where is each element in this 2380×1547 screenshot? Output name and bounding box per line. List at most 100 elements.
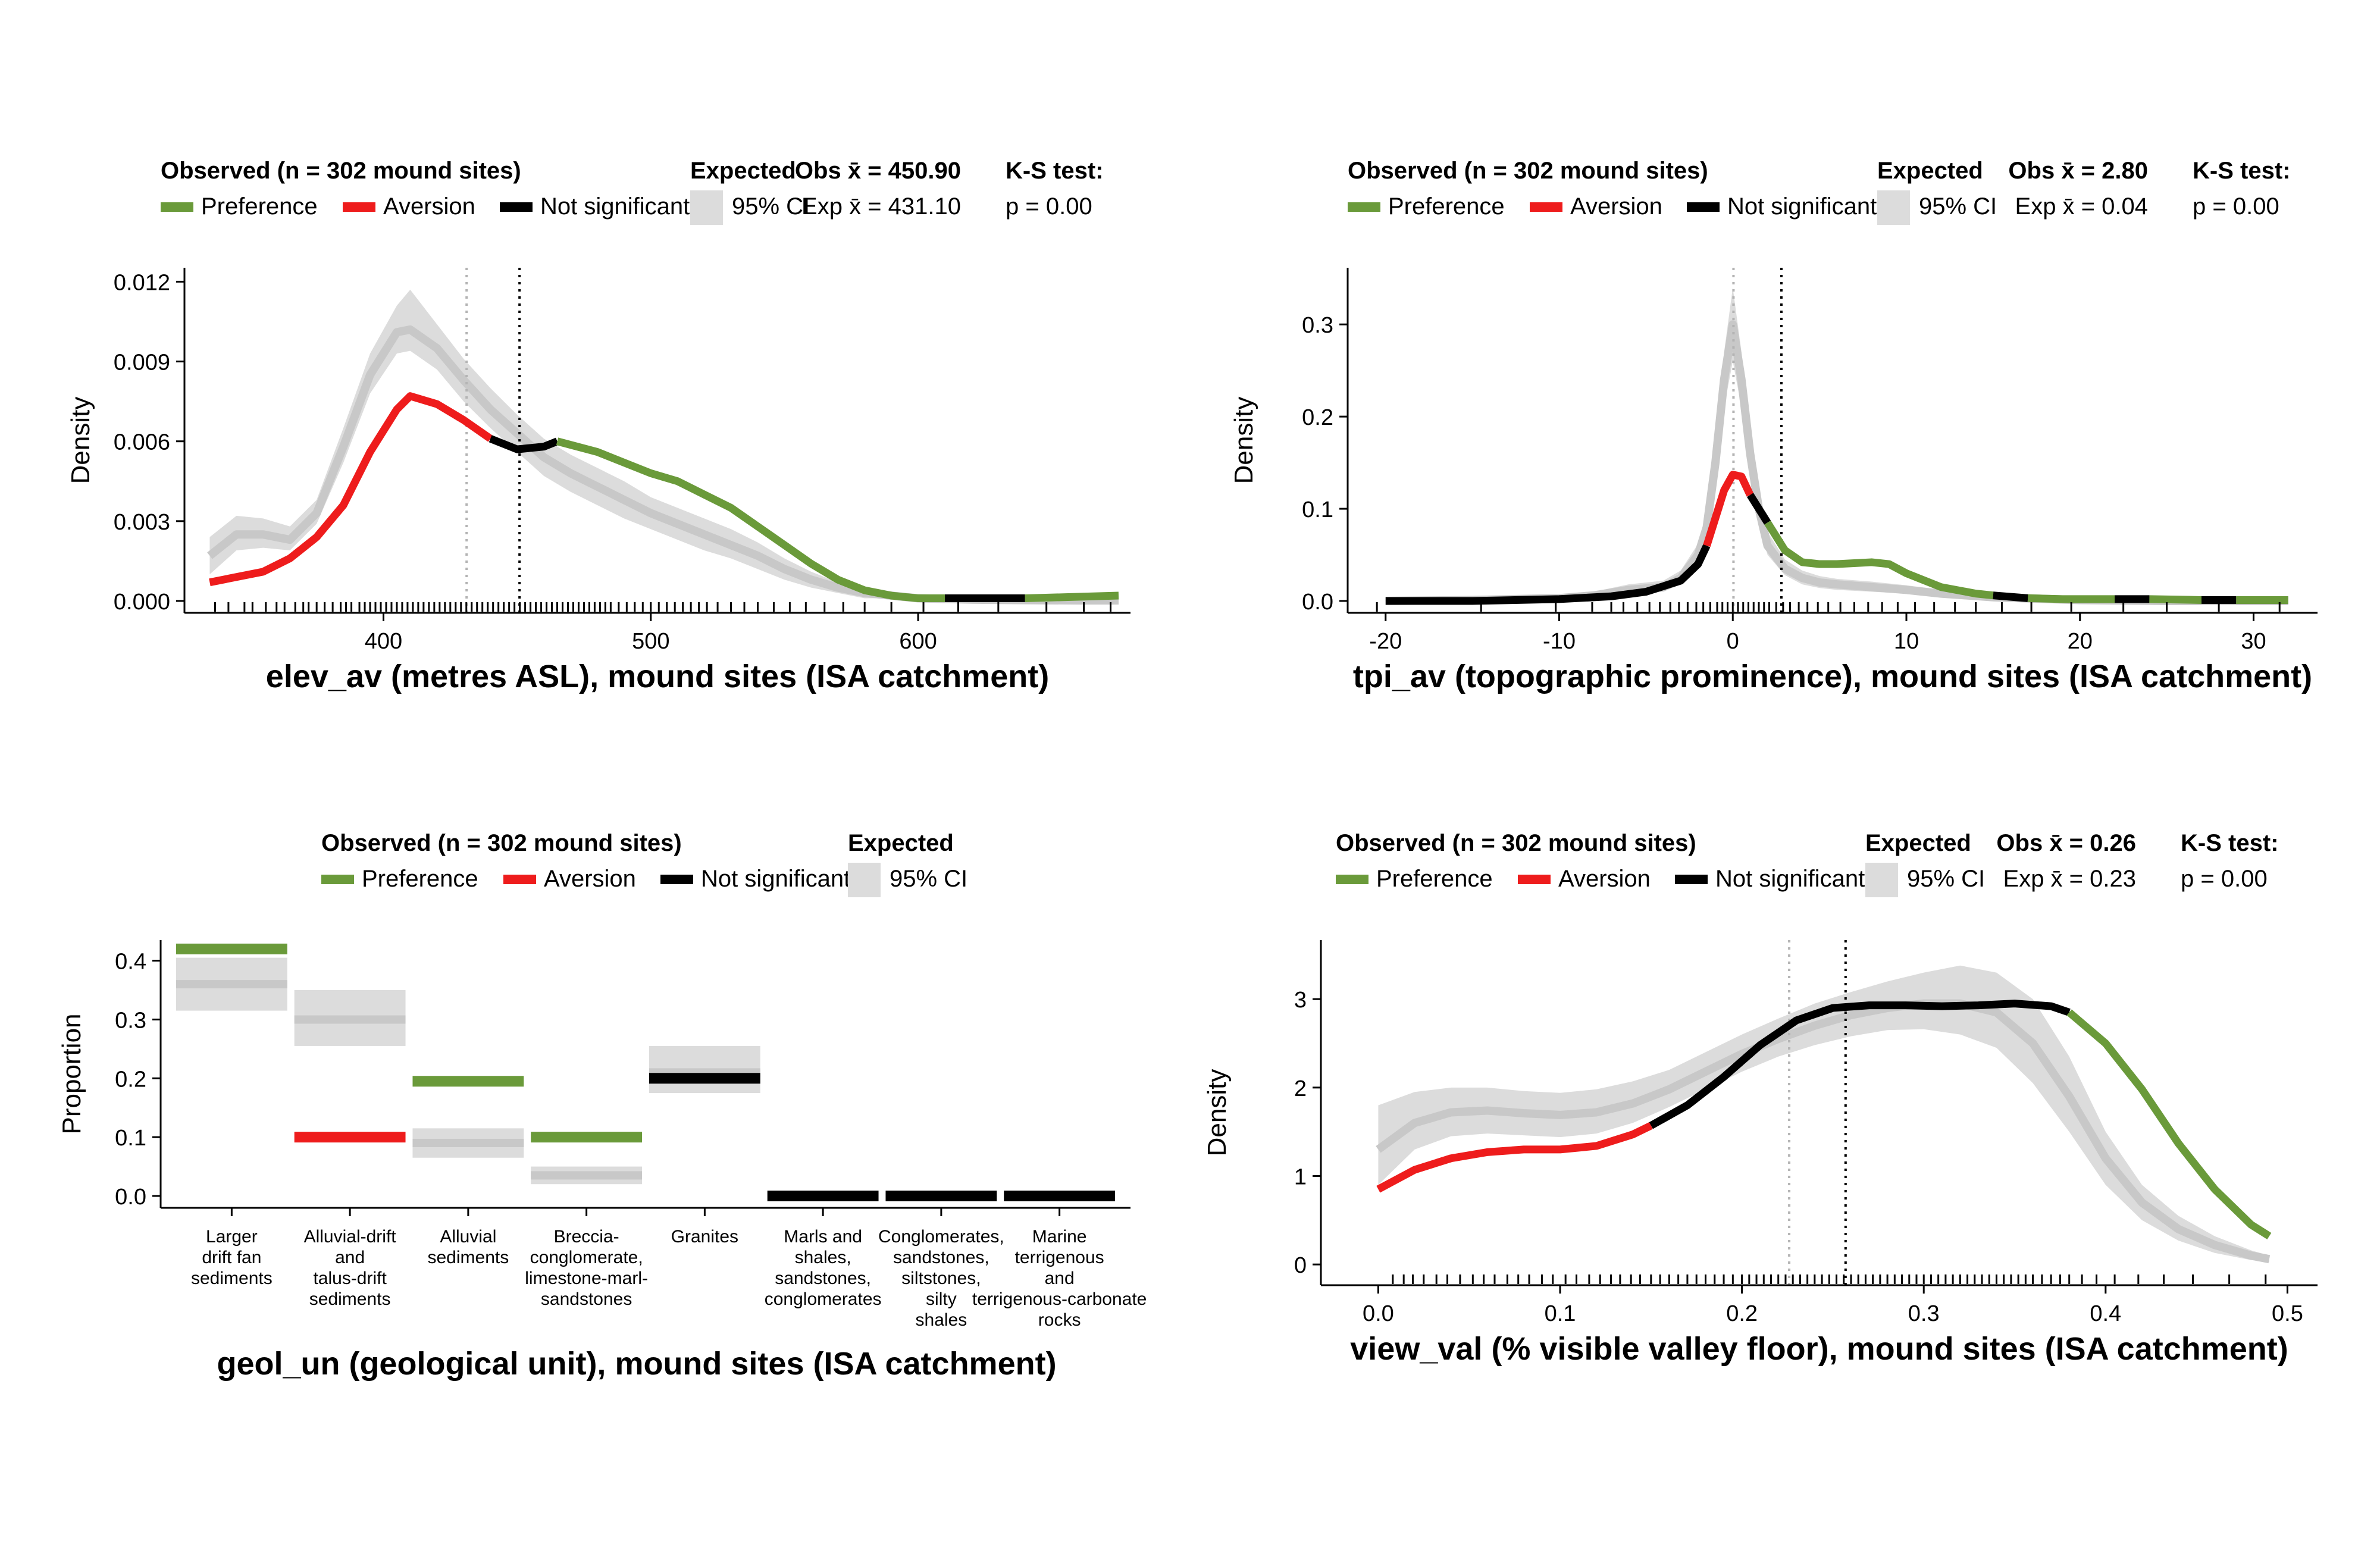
y-tick-label: 0.2 <box>1302 405 1333 430</box>
category-label: conglomerate, <box>530 1248 643 1267</box>
y-tick-label: 0.2 <box>115 1067 146 1092</box>
legend-observed-title: Observed (n = 302 mound sites) <box>321 830 682 856</box>
category-label: sandstones <box>541 1289 632 1309</box>
category-label: sediments <box>191 1269 273 1288</box>
legend-label-preference: Preference <box>1388 193 1505 220</box>
ks-test-p-value: p = 0.00 <box>2181 866 2268 892</box>
y-tick-label: 0.1 <box>1302 497 1333 522</box>
panel-tpi: Observed (n = 302 mound sites) Preference… <box>1229 158 2318 694</box>
x-tick-label: 0.0 <box>1363 1301 1394 1326</box>
y-tick-label: 0.000 <box>114 590 170 615</box>
x-tick-label: 0.4 <box>2090 1301 2121 1326</box>
y-tick-label: 0.0 <box>1302 590 1333 615</box>
observed-segment-aversion <box>1703 471 1754 547</box>
obs-mean-label: Obs x̄ = 450.90 <box>795 158 961 184</box>
y-tick-label: 0.4 <box>115 950 146 975</box>
legend-label-preference: Preference <box>1376 866 1493 892</box>
y-tick-label: 0.3 <box>115 1008 146 1033</box>
category-label: shales <box>916 1310 967 1330</box>
y-tick-label: 0.009 <box>114 350 170 375</box>
y-tick-label: 0.3 <box>1302 313 1333 338</box>
y-axis-label: Proportion <box>57 1013 86 1134</box>
legend-ci-label: 95% CI <box>890 866 967 892</box>
legend-ci-swatch <box>848 863 881 897</box>
y-tick-label: 1 <box>1294 1164 1307 1189</box>
legend-ci-label: 95% CI <box>732 193 810 220</box>
legend-label-not_significant: Not significant <box>701 866 850 892</box>
x-tick-label: 0 <box>1727 629 1739 654</box>
legend-expected-title: Expected <box>1865 830 1971 856</box>
legend-label-preference: Preference <box>201 193 318 220</box>
y-tick-label: 0 <box>1294 1253 1307 1278</box>
legend-ci-label: 95% CI <box>1907 866 1985 892</box>
x-tick-label: 0.2 <box>1726 1301 1758 1326</box>
legend-label-aversion: Aversion <box>544 866 636 892</box>
obs-mean-label: Obs x̄ = 2.80 <box>2008 158 2148 184</box>
category-label: Marls and <box>784 1227 862 1247</box>
y-axis-label: Density <box>1202 1069 1232 1157</box>
category-label: Alluvial-drift <box>304 1227 397 1247</box>
category-label: rocks <box>1038 1310 1081 1330</box>
legend-observed-title: Observed (n = 302 mound sites) <box>161 158 521 184</box>
legend-label-not_significant: Not significant <box>1715 866 1865 892</box>
legend-ci-label: 95% CI <box>1919 193 1997 220</box>
observed-segment-preference <box>2149 595 2202 604</box>
category-label: and <box>335 1248 365 1267</box>
category-label: limestone-marl- <box>525 1269 648 1288</box>
y-tick-label: 3 <box>1294 988 1307 1013</box>
x-tick-label: 20 <box>2068 629 2093 654</box>
panel-geol: Observed (n = 302 mound sites) Preference… <box>57 830 1147 1382</box>
legend-expected-title: Expected <box>1877 158 1983 184</box>
x-tick-label: -20 <box>1369 629 1402 654</box>
observed-segment-preference <box>556 437 945 603</box>
x-tick-label: 10 <box>1894 629 1919 654</box>
ks-test-title: K-S test: <box>2193 158 2290 184</box>
legend-label-not_significant: Not significant <box>540 193 690 220</box>
observed-segment-aversion <box>209 392 493 587</box>
x-tick-label: 600 <box>899 629 937 654</box>
ks-test-p-value: p = 0.00 <box>1006 193 1092 220</box>
x-axis-title: geol_un (geological unit), mound sites (… <box>217 1346 1056 1382</box>
category-label: talus-drift <box>313 1269 387 1288</box>
x-tick-label: 0.5 <box>2272 1301 2303 1326</box>
legend-label-preference: Preference <box>362 866 478 892</box>
y-tick-label: 2 <box>1294 1076 1307 1101</box>
category-label: drift fan <box>202 1248 261 1267</box>
legend-ci-swatch <box>1877 190 1910 225</box>
observed-segment-preference <box>1764 520 1994 600</box>
category-label: sediments <box>309 1289 391 1309</box>
category-label: Larger <box>206 1227 258 1247</box>
category-label: Marine <box>1032 1227 1087 1247</box>
expected-density-line <box>1376 999 2271 1264</box>
legend-observed-title: Observed (n = 302 mound sites) <box>1348 158 1708 184</box>
legend-expected-title: Expected <box>848 830 954 856</box>
x-tick-label: -10 <box>1543 629 1576 654</box>
panel-elev: Observed (n = 302 mound sites) Preference… <box>66 158 1130 694</box>
exp-mean-label: Exp x̄ = 0.04 <box>2015 193 2148 220</box>
legend-ci-swatch <box>690 190 723 225</box>
y-axis-label: Density <box>66 397 95 484</box>
observed-segment-not_significant <box>488 435 559 453</box>
y-tick-label: 0.012 <box>114 270 170 295</box>
expected-density-line <box>207 325 1119 605</box>
observed-segment-preference <box>2066 1009 2272 1240</box>
category-label: and <box>1045 1269 1075 1288</box>
category-label: Granites <box>671 1227 738 1247</box>
category-label: sandstones, <box>775 1269 871 1288</box>
category-label: terrigenous <box>1015 1248 1104 1267</box>
x-tick-label: 30 <box>2241 629 2266 654</box>
exp-mean-label: Exp x̄ = 431.10 <box>801 193 961 220</box>
expected-ci-band <box>1378 965 2269 1262</box>
category-label: conglomerates <box>765 1289 882 1309</box>
legend-observed-title: Observed (n = 302 mound sites) <box>1336 830 1696 856</box>
observed-segment-preference <box>2028 594 2115 603</box>
legend-expected-title: Expected <box>690 158 796 184</box>
category-label: siltstones, <box>901 1269 981 1288</box>
observed-segment-preference <box>1025 591 1119 603</box>
obs-mean-label: Obs x̄ = 0.26 <box>1996 830 2136 856</box>
expected-ci-band <box>209 289 1119 601</box>
y-axis-label: Density <box>1229 397 1258 484</box>
x-axis-title: tpi_av (topographic prominence), mound s… <box>1353 659 2312 694</box>
legend-ci-swatch <box>1865 863 1898 897</box>
